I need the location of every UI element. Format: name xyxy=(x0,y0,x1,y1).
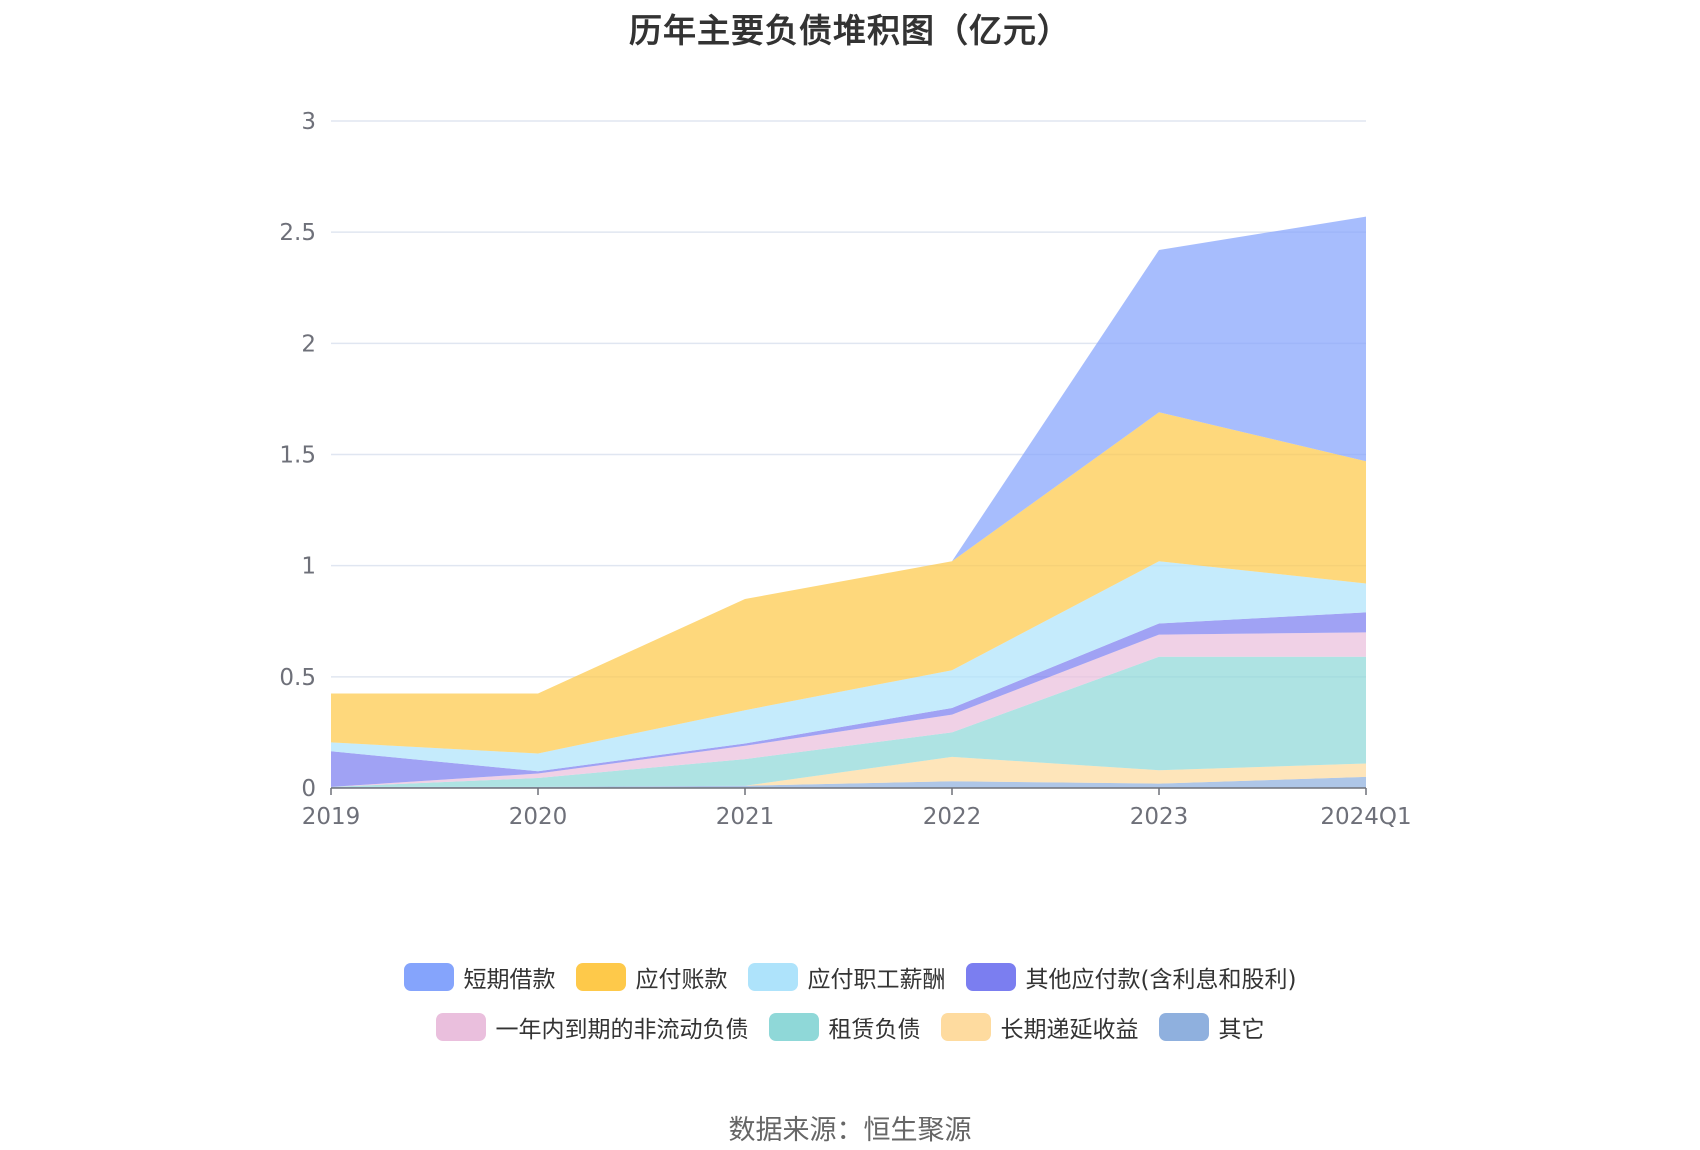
legend-item[interactable]: 应付账款 xyxy=(575,960,728,994)
legend-swatch xyxy=(747,963,798,991)
area-租赁负债[interactable] xyxy=(331,656,1366,787)
x-tick-label: 2023 xyxy=(1130,804,1189,830)
chart-title: 历年主要负债堆积图（亿元） xyxy=(629,11,1071,50)
legend-item[interactable]: 短期借款 xyxy=(403,960,556,994)
legend-label: 其他应付款(含利息和股利) xyxy=(1025,967,1297,993)
legend-row: 一年内到期的非流动负债 租赁负债 长期递延收益 其它 xyxy=(0,1002,1700,1052)
area-长期递延收益[interactable] xyxy=(331,756,1366,787)
legend-item[interactable]: 租赁负债 xyxy=(768,1010,921,1044)
legend-item[interactable]: 长期递延收益 xyxy=(940,1010,1139,1044)
area-短期借款[interactable] xyxy=(331,216,1366,694)
y-tick-label: 0 xyxy=(301,776,316,802)
y-tick-label: 1.5 xyxy=(279,443,316,469)
legend-item[interactable]: 一年内到期的非流动负债 xyxy=(435,1010,749,1044)
x-tick-label: 2024Q1 xyxy=(1320,804,1411,830)
legend-label: 租赁负债 xyxy=(828,1017,921,1043)
grid-lines xyxy=(331,120,1366,678)
y-tick-label: 3 xyxy=(301,109,316,135)
legend-label: 短期借款 xyxy=(463,967,556,993)
x-tick-label: 2022 xyxy=(923,804,982,830)
legend-label: 应付职工薪酬 xyxy=(807,967,946,993)
area-一年内到期的非流动负债[interactable] xyxy=(331,632,1366,787)
legend-swatch xyxy=(575,963,626,991)
y-tick-label: 0.5 xyxy=(279,665,316,691)
data-source: 数据来源：恒生聚源 xyxy=(728,1115,972,1146)
legend-swatch xyxy=(965,963,1016,991)
legend-label: 其它 xyxy=(1218,1017,1265,1043)
area-其他应付款(含利息和股利)[interactable] xyxy=(331,612,1366,787)
legend-item[interactable]: 其它 xyxy=(1158,1010,1265,1044)
x-tick-label: 2019 xyxy=(302,804,361,830)
legend-swatch xyxy=(768,1013,819,1041)
x-tick-label: 2021 xyxy=(716,804,775,830)
legend-swatch xyxy=(435,1013,486,1041)
legend-label: 应付账款 xyxy=(635,967,728,993)
y-tick-label: 2.5 xyxy=(279,220,316,246)
legend-row: 短期借款 应付账款 应付职工薪酬 其他应付款(含利息和股利) xyxy=(0,952,1700,1002)
area-应付账款[interactable] xyxy=(331,412,1366,754)
legend-label: 长期递延收益 xyxy=(1000,1017,1139,1043)
legend-item[interactable]: 其他应付款(含利息和股利) xyxy=(965,960,1297,994)
axes: 0 0.5 1 1.5 2 2.5 3 2019 2020 2021 2022 2023 2024Q1 xyxy=(279,109,1411,830)
legend-label: 一年内到期的非流动负债 xyxy=(495,1017,749,1043)
legend-swatch xyxy=(940,1013,991,1041)
y-tick-label: 1 xyxy=(301,554,316,580)
legend-swatch xyxy=(1158,1013,1209,1041)
legend-item[interactable]: 应付职工薪酬 xyxy=(747,960,946,994)
area-series xyxy=(331,216,1366,788)
x-tick-label: 2020 xyxy=(509,804,568,830)
area-应付职工薪酬[interactable] xyxy=(331,561,1366,772)
area-其它[interactable] xyxy=(331,776,1366,788)
legend: 短期借款 应付账款 应付职工薪酬 其他应付款(含利息和股利) 一年内到期的非流动负债 租赁… xyxy=(0,952,1700,1052)
legend-swatch xyxy=(403,963,454,991)
y-tick-label: 2 xyxy=(301,331,316,357)
